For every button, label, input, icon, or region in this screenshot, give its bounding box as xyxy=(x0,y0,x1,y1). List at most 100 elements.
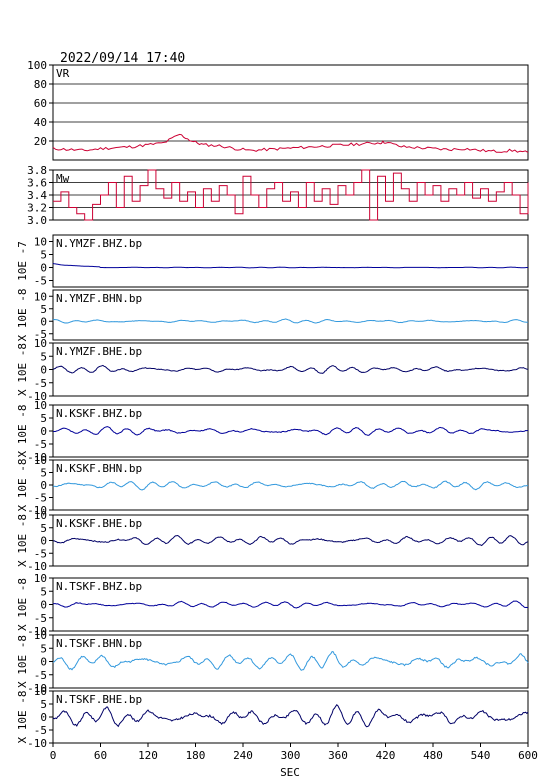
unit-label: X 10E -8 xyxy=(16,289,29,342)
y-tick-label: 3.8 xyxy=(27,164,47,177)
timestamp-label: 2022/09/14 17:40 xyxy=(60,51,185,66)
y-tick-label: 5 xyxy=(40,522,47,535)
series-line-ymzf-bhn xyxy=(52,318,529,324)
y-tick-label: -10 xyxy=(27,390,47,403)
series-line-tskf-bhe xyxy=(52,704,529,728)
y-tick-label: -5 xyxy=(34,492,47,505)
y-tick-label: -5 xyxy=(34,275,47,288)
y-tick-label: 60 xyxy=(34,97,47,110)
panel-label: N.TSKF.BHZ.bp xyxy=(56,580,142,593)
y-tick-label: 5 xyxy=(40,585,47,598)
x-tick-label: 0 xyxy=(50,749,57,762)
y-tick-label: 5 xyxy=(40,467,47,480)
y-tick-label: 5 xyxy=(40,698,47,711)
y-tick-label: 3.0 xyxy=(27,214,47,227)
y-tick-label: 0 xyxy=(40,315,47,328)
panel-frame xyxy=(52,289,529,341)
y-tick-label: 5 xyxy=(40,412,47,425)
y-tick-label: 5 xyxy=(40,303,47,316)
x-axis-label: SEC xyxy=(280,766,300,779)
y-tick-label: 0 xyxy=(40,479,47,492)
y-tick-label: 10 xyxy=(34,629,47,642)
y-tick-label: 80 xyxy=(34,78,47,91)
series-line-kskf-bhz xyxy=(52,426,529,436)
panel-label: N.YMZF.BHE.bp xyxy=(56,345,142,358)
panel-label: N.TSKF.BHE.bp xyxy=(56,693,142,706)
x-tick-label: 300 xyxy=(281,749,301,762)
y-tick-label: -10 xyxy=(27,560,47,573)
unit-label: X 10E -8 xyxy=(16,635,29,688)
y-tick-label: 0 xyxy=(40,656,47,669)
x-tick-label: 60 xyxy=(94,749,107,762)
series-line-tskf-bhn xyxy=(52,651,529,671)
y-tick-label: 0 xyxy=(40,425,47,438)
unit-label: X 10E -8 xyxy=(16,578,29,631)
unit-label: X 10E -8 xyxy=(16,343,29,396)
y-tick-label: -5 xyxy=(34,612,47,625)
y-tick-label: 0 xyxy=(40,535,47,548)
y-tick-label: -10 xyxy=(27,504,47,517)
y-tick-label: -10 xyxy=(27,682,47,695)
unit-label: 10E -7 xyxy=(16,241,29,281)
x-tick-label: 120 xyxy=(138,749,158,762)
y-tick-label: -5 xyxy=(34,669,47,682)
series-line-kskf-bhn xyxy=(52,480,528,491)
y-tick-label: 20 xyxy=(34,135,47,148)
panel-vr: 20 40 60 80 100 VR xyxy=(27,59,529,161)
panel-label: N.YMZF.BHZ.bp xyxy=(56,237,142,250)
y-tick-label: 10 xyxy=(34,685,47,698)
unit-label: X 10E -8 xyxy=(16,514,29,567)
x-tick-label: 540 xyxy=(471,749,491,762)
y-tick-label: 5 xyxy=(40,350,47,363)
y-tick-label: 100 xyxy=(27,59,47,72)
y-tick-label: -10 xyxy=(27,451,47,464)
panel-frame xyxy=(52,234,529,288)
x-tick-label: 180 xyxy=(186,749,206,762)
series-line-mw xyxy=(53,169,529,221)
y-tick-label: 10 xyxy=(34,290,47,303)
panel-label: N.KSKF.BHE.bp xyxy=(56,517,142,530)
x-tick-label: 600 xyxy=(518,749,538,762)
panel-label: VR xyxy=(56,67,70,80)
y-tick-label: 3.6 xyxy=(27,177,47,190)
y-tick-label: 10 xyxy=(34,454,47,467)
y-tick-label: 0 xyxy=(40,262,47,275)
y-tick-label: 40 xyxy=(34,116,47,129)
series-line-ymzf-bhe xyxy=(52,364,529,374)
y-tick-label: 0 xyxy=(40,364,47,377)
panel-label: N.KSKF.BHZ.bp xyxy=(56,407,142,420)
series-line-kskf-bhe xyxy=(52,534,529,547)
y-tick-label: 0 xyxy=(40,599,47,612)
y-tick-label: -5 xyxy=(34,724,47,737)
y-tick-label: 3.2 xyxy=(27,202,47,215)
y-tick-label: 10 xyxy=(34,509,47,522)
unit-label: X 10E -8 xyxy=(16,405,29,458)
unit-label: X 10E -8 xyxy=(16,459,29,512)
y-tick-label: -5 xyxy=(34,438,47,451)
unit-label: X 10E -8 xyxy=(16,691,29,744)
y-tick-label: -5 xyxy=(34,547,47,560)
panel-label: N.KSKF.BHN.bp xyxy=(56,462,142,475)
y-tick-label: 0 xyxy=(40,711,47,724)
panel-label: N.TSKF.BHN.bp xyxy=(56,637,142,650)
y-tick-label: 3.4 xyxy=(27,189,47,202)
series-line-vr xyxy=(52,133,529,153)
y-tick-label: 10 xyxy=(34,337,47,350)
y-tick-label: 5 xyxy=(40,642,47,655)
y-tick-label: 10 xyxy=(34,572,47,585)
series-line-tskf-bhz xyxy=(52,600,529,609)
panel-frame xyxy=(52,64,529,161)
y-tick-label: -10 xyxy=(27,737,47,750)
y-tick-label: 10 xyxy=(34,399,47,412)
series-line-ymzf-bhz xyxy=(52,262,528,269)
x-tick-label: 420 xyxy=(376,749,396,762)
x-tick-label: 360 xyxy=(328,749,348,762)
